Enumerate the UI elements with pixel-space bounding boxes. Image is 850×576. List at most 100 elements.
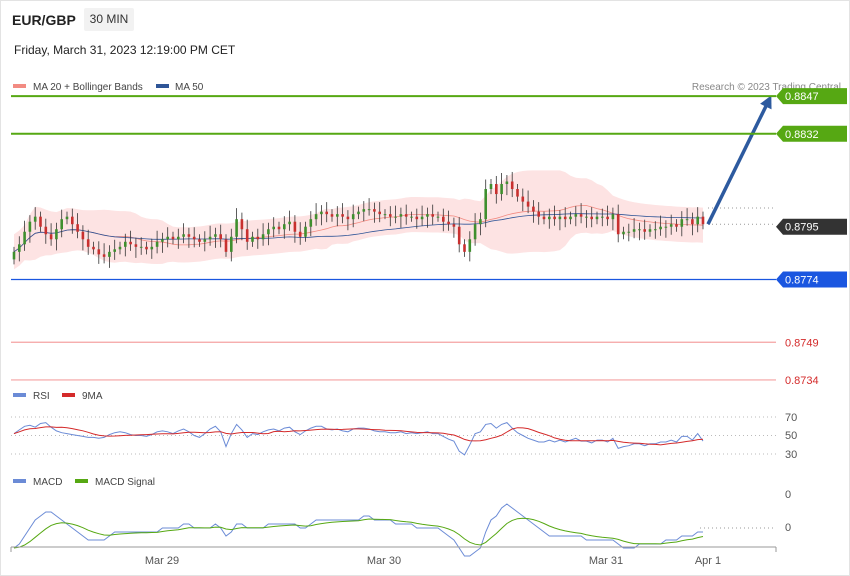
candle-body xyxy=(362,209,366,212)
candle-body xyxy=(65,216,69,220)
candle-body xyxy=(479,219,482,225)
level-tag-bg-2 xyxy=(776,218,847,235)
candle-body xyxy=(468,239,472,252)
candle-body xyxy=(378,211,381,215)
candle-body xyxy=(155,241,159,247)
legend-macd-signal-swatch xyxy=(75,479,88,483)
level-tag-0-8795: 0.8795 xyxy=(776,218,847,235)
candle-body xyxy=(495,184,498,195)
candle-body xyxy=(505,181,509,185)
candle-body xyxy=(309,219,313,227)
candle-body xyxy=(447,221,450,225)
candle-body xyxy=(92,246,95,250)
price-panel xyxy=(12,95,776,270)
candle-body xyxy=(558,216,562,220)
candle-body xyxy=(574,214,578,217)
ma50-line xyxy=(13,213,704,253)
candle-body xyxy=(521,196,525,202)
legend-macd-signal-label: MACD Signal xyxy=(95,477,155,488)
level-label-0: 0.8847 xyxy=(785,91,819,103)
candle-body xyxy=(71,216,74,225)
legend-macd-label: MACD xyxy=(33,477,62,488)
candle-body xyxy=(224,239,228,252)
level-tag-0-8832: 0.8832 xyxy=(776,125,847,142)
level-tag-bg-1 xyxy=(776,125,847,142)
candle-body xyxy=(553,216,556,220)
level-tag-bg-3 xyxy=(776,271,847,288)
candle-body xyxy=(272,226,275,230)
candle-body xyxy=(357,211,360,215)
candle-body xyxy=(256,236,260,240)
rsi-level-50: 50 xyxy=(785,430,797,442)
candle-body xyxy=(622,231,625,235)
candle-body xyxy=(267,229,270,235)
candle-body xyxy=(33,216,37,222)
candle-body xyxy=(516,189,519,197)
level-tag-0-8734: 0.8734 xyxy=(785,375,819,387)
candle-body xyxy=(367,209,371,211)
candle-body xyxy=(113,249,116,252)
candle-body xyxy=(240,219,244,230)
candle-body xyxy=(373,209,376,212)
candle-body xyxy=(685,219,689,221)
candle-body xyxy=(219,234,222,240)
candle-body xyxy=(548,216,551,220)
candle-body xyxy=(336,214,339,217)
candle-body xyxy=(399,214,403,217)
candle-body xyxy=(351,214,355,220)
candle-body xyxy=(192,236,196,240)
candle-body xyxy=(452,224,456,227)
candle-body xyxy=(298,231,302,237)
candle-body xyxy=(420,216,424,220)
candle-body xyxy=(526,201,530,207)
candle-body xyxy=(532,206,535,212)
x-label-mar29: Mar 29 xyxy=(145,555,179,567)
candle-body xyxy=(404,214,408,217)
candle-body xyxy=(457,226,461,245)
candle-body xyxy=(288,221,291,225)
candle-body xyxy=(320,211,323,215)
level-tag-bg-0 xyxy=(776,88,847,105)
candle-body xyxy=(145,246,148,250)
candle-body xyxy=(12,251,16,260)
candle-body xyxy=(436,216,440,218)
rsi-ma-line xyxy=(13,426,704,446)
candle-body xyxy=(691,219,694,225)
level-label-1: 0.8832 xyxy=(785,129,819,141)
rsi-panel xyxy=(11,416,776,456)
bollinger-band xyxy=(14,170,703,270)
candle-body xyxy=(235,219,238,237)
candle-body xyxy=(55,229,58,240)
level-tag-0-8774: 0.8774 xyxy=(776,271,847,288)
candle-body xyxy=(616,214,620,235)
candle-body xyxy=(18,244,21,252)
candle-body xyxy=(675,224,678,227)
macd-line xyxy=(13,503,703,557)
candle-body xyxy=(187,234,191,237)
timeframe-badge[interactable]: 30 MIN xyxy=(84,8,134,31)
candle-body xyxy=(108,251,111,257)
candle-body xyxy=(124,241,127,247)
candle-body xyxy=(214,234,217,237)
candle-body xyxy=(208,236,212,240)
macd-level-zero: 0 xyxy=(785,522,791,534)
candle-body xyxy=(696,216,699,225)
macd-level-top: 0 xyxy=(785,489,791,501)
rsi-line xyxy=(13,422,704,456)
candle-body xyxy=(426,214,429,217)
legend-ma20-label: MA 20 + Bollinger Bands xyxy=(33,82,143,93)
candle-body xyxy=(28,221,32,232)
candle-body xyxy=(81,231,85,240)
candle-body xyxy=(431,214,434,217)
candle-body xyxy=(118,246,122,250)
candle-body xyxy=(510,181,514,190)
candle-body xyxy=(314,214,318,220)
legend-ma50-label: MA 50 xyxy=(175,82,204,93)
chart-datetime: Friday, March 31, 2023 12:19:00 PM CET xyxy=(14,43,236,57)
candle-body xyxy=(611,214,615,220)
candle-body xyxy=(489,184,493,190)
level-label-4: 0.8749 xyxy=(785,337,819,349)
candle-body xyxy=(261,234,265,240)
candle-body xyxy=(563,216,567,220)
candle-body xyxy=(627,231,631,233)
